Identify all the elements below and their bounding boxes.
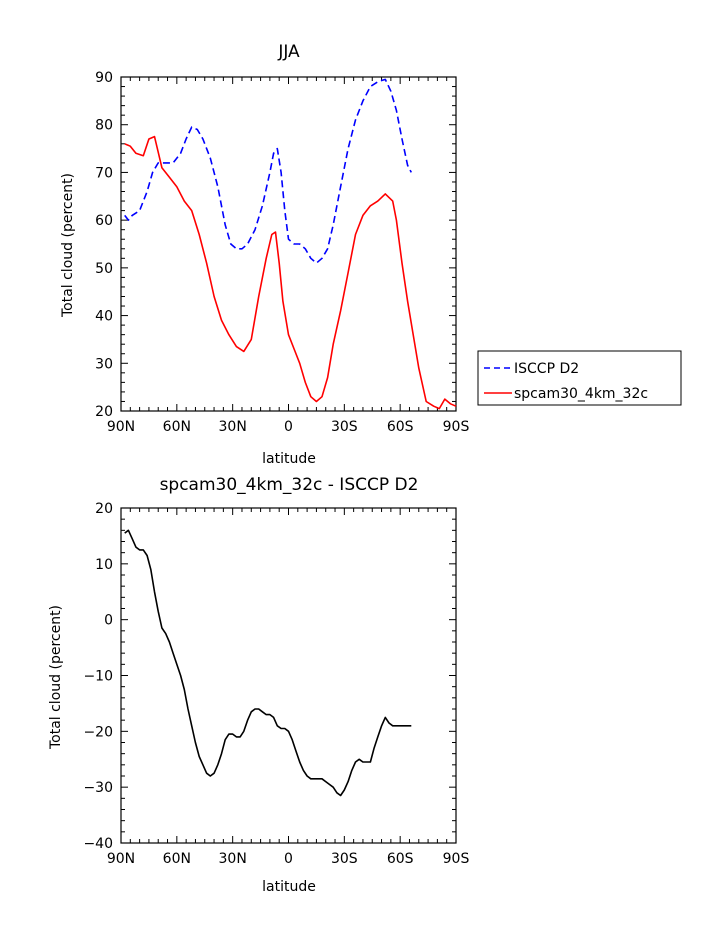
x-tick-label: 90S: [443, 851, 470, 867]
x-tick-label: 0: [284, 851, 293, 867]
y-tick-label: 0: [104, 613, 113, 629]
legend-label-isccp: ISCCP D2: [514, 361, 579, 377]
y-tick-label: 80: [95, 118, 113, 134]
x-tick-label: 0: [284, 419, 293, 435]
x-tick-label: 60N: [163, 851, 191, 867]
x-tick-label: 60S: [387, 851, 414, 867]
x-tick-label: 30S: [331, 851, 358, 867]
x-tick-label: 60N: [163, 419, 191, 435]
x-tick-label: 30S: [331, 419, 358, 435]
legend: ISCCP D2 spcam30_4km_32c: [477, 350, 682, 406]
y-tick-label: −40: [83, 836, 113, 852]
y-tick-label: 70: [95, 165, 113, 181]
y-tick-label: 90: [95, 70, 113, 86]
y-tick-label: 30: [95, 356, 113, 372]
top-plot-area: 90N 60N 30N 0 30S 60S 90S 20 30 40 50 60 70 80 90: [95, 70, 469, 435]
x-tick-label: 90S: [443, 419, 470, 435]
series-line-spcam30-4km-32c: [124, 135, 457, 410]
top-ylabel: Total cloud (percent): [60, 173, 76, 318]
top-xlabel: latitude: [262, 451, 316, 467]
y-tick-label: 20: [95, 404, 113, 420]
x-tick-label: 30N: [219, 419, 247, 435]
y-tick-label: −10: [83, 669, 113, 685]
top-title: JJA: [277, 42, 300, 62]
series-line-difference: [124, 529, 412, 797]
x-tick-label: 90N: [107, 419, 135, 435]
plot-frame: [120, 507, 457, 844]
bottom-panel: spcam30_4km_32c - ISCCP D2 90N 60N 30N 0 30S…: [48, 475, 469, 895]
y-tick-label: 40: [95, 309, 113, 325]
x-tick-label: 30N: [219, 851, 247, 867]
y-tick-label: −30: [83, 780, 113, 796]
bottom-title: spcam30_4km_32c - ISCCP D2: [160, 475, 419, 495]
y-tick-label: 60: [95, 213, 113, 229]
y-tick-label: −20: [83, 724, 113, 740]
y-tick-label: 50: [95, 261, 113, 277]
legend-box: [477, 350, 682, 406]
y-tick-label: 10: [95, 557, 113, 573]
bottom-plot-area: 90N 60N 30N 0 30S 60S 90S −40 −30 −20 −10 0 10 20: [83, 501, 469, 867]
series-line-isccp-d2: [124, 78, 413, 264]
bottom-ylabel: Total cloud (percent): [48, 605, 64, 750]
bottom-xlabel: latitude: [262, 879, 316, 895]
top-panel: JJA 90N 60N 30N 0 30S 60S 90S2030405060708090 …: [60, 42, 682, 467]
x-tick-label: 60S: [387, 419, 414, 435]
x-tick-label: 90N: [107, 851, 135, 867]
plot-frame: [120, 76, 457, 412]
legend-label-spcam: spcam30_4km_32c: [514, 386, 648, 402]
y-tick-label: 20: [95, 501, 113, 517]
